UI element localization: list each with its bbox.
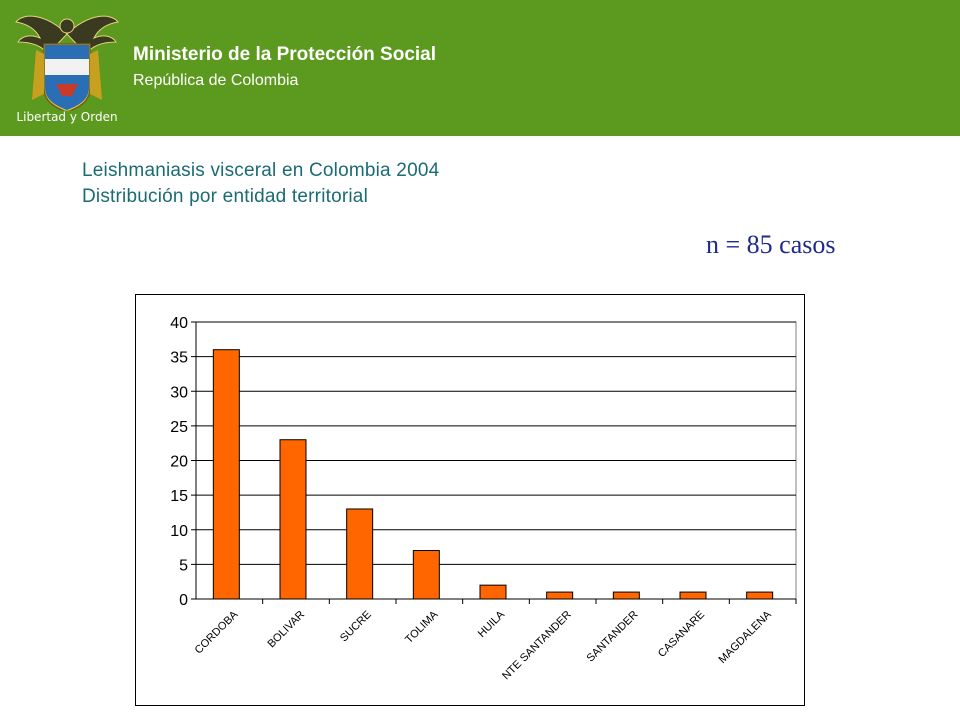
- header-bar: Libertad y Orden Ministerio de la Protec…: [0, 0, 960, 136]
- coat-of-arms-logo: Libertad y Orden: [15, 15, 119, 125]
- bar-sucre: [346, 508, 374, 600]
- x-tick-label: SANTANDER: [585, 609, 641, 665]
- bar-casanare: [679, 591, 707, 600]
- x-tick-label: BOLIVAR: [265, 609, 307, 651]
- chart-title-line-2: Distribución por entidad territorial: [82, 186, 368, 207]
- bar-cordoba: [212, 349, 240, 600]
- bar-santander: [612, 591, 640, 600]
- bar-chart: 0 5 10 15 20 25 30 35 40 CORDOBA BOLIVAR SUCRE TOLIM…: [135, 294, 805, 706]
- x-tick-label: NTE SANTANDER: [500, 609, 574, 683]
- y-tick-label: 0: [179, 592, 188, 609]
- y-tick-label: 25: [170, 419, 188, 436]
- x-tick-label: HUILA: [476, 608, 508, 640]
- bar-nte-santander: [546, 591, 574, 600]
- y-tick-label: 30: [170, 384, 188, 401]
- chart-title-line-1: Leishmaniasis visceral en Colombia 2004: [82, 160, 440, 181]
- bar-magdalena: [746, 591, 774, 600]
- y-tick-label: 35: [170, 350, 188, 367]
- republic-name: República de Colombia: [133, 72, 299, 89]
- x-tick-label: SUCRE: [338, 609, 374, 645]
- y-tick-label: 40: [170, 315, 188, 332]
- case-count: n = 85 casos: [706, 230, 836, 259]
- bar-bolivar: [279, 439, 307, 600]
- bar-chart-svg: 0 5 10 15 20 25 30 35 40 CORDOBA BOLIVAR SUCRE TOLIM…: [170, 315, 797, 683]
- y-tick-label: 5: [179, 557, 188, 574]
- x-tick-label: CASANARE: [656, 609, 707, 660]
- y-tick-label: 20: [170, 454, 188, 471]
- y-tick-label: 15: [170, 488, 188, 505]
- x-tick-label: MAGDALENA: [716, 608, 774, 666]
- x-tick-label: TOLIMA: [403, 608, 441, 646]
- logo-motto: Libertad y Orden: [16, 110, 117, 124]
- ministry-name: Ministerio de la Protección Social: [133, 44, 437, 65]
- bar-tolima: [412, 550, 440, 600]
- x-tick-label: CORDOBA: [193, 608, 241, 656]
- y-tick-label: 10: [170, 523, 188, 540]
- bar-huila: [479, 584, 507, 600]
